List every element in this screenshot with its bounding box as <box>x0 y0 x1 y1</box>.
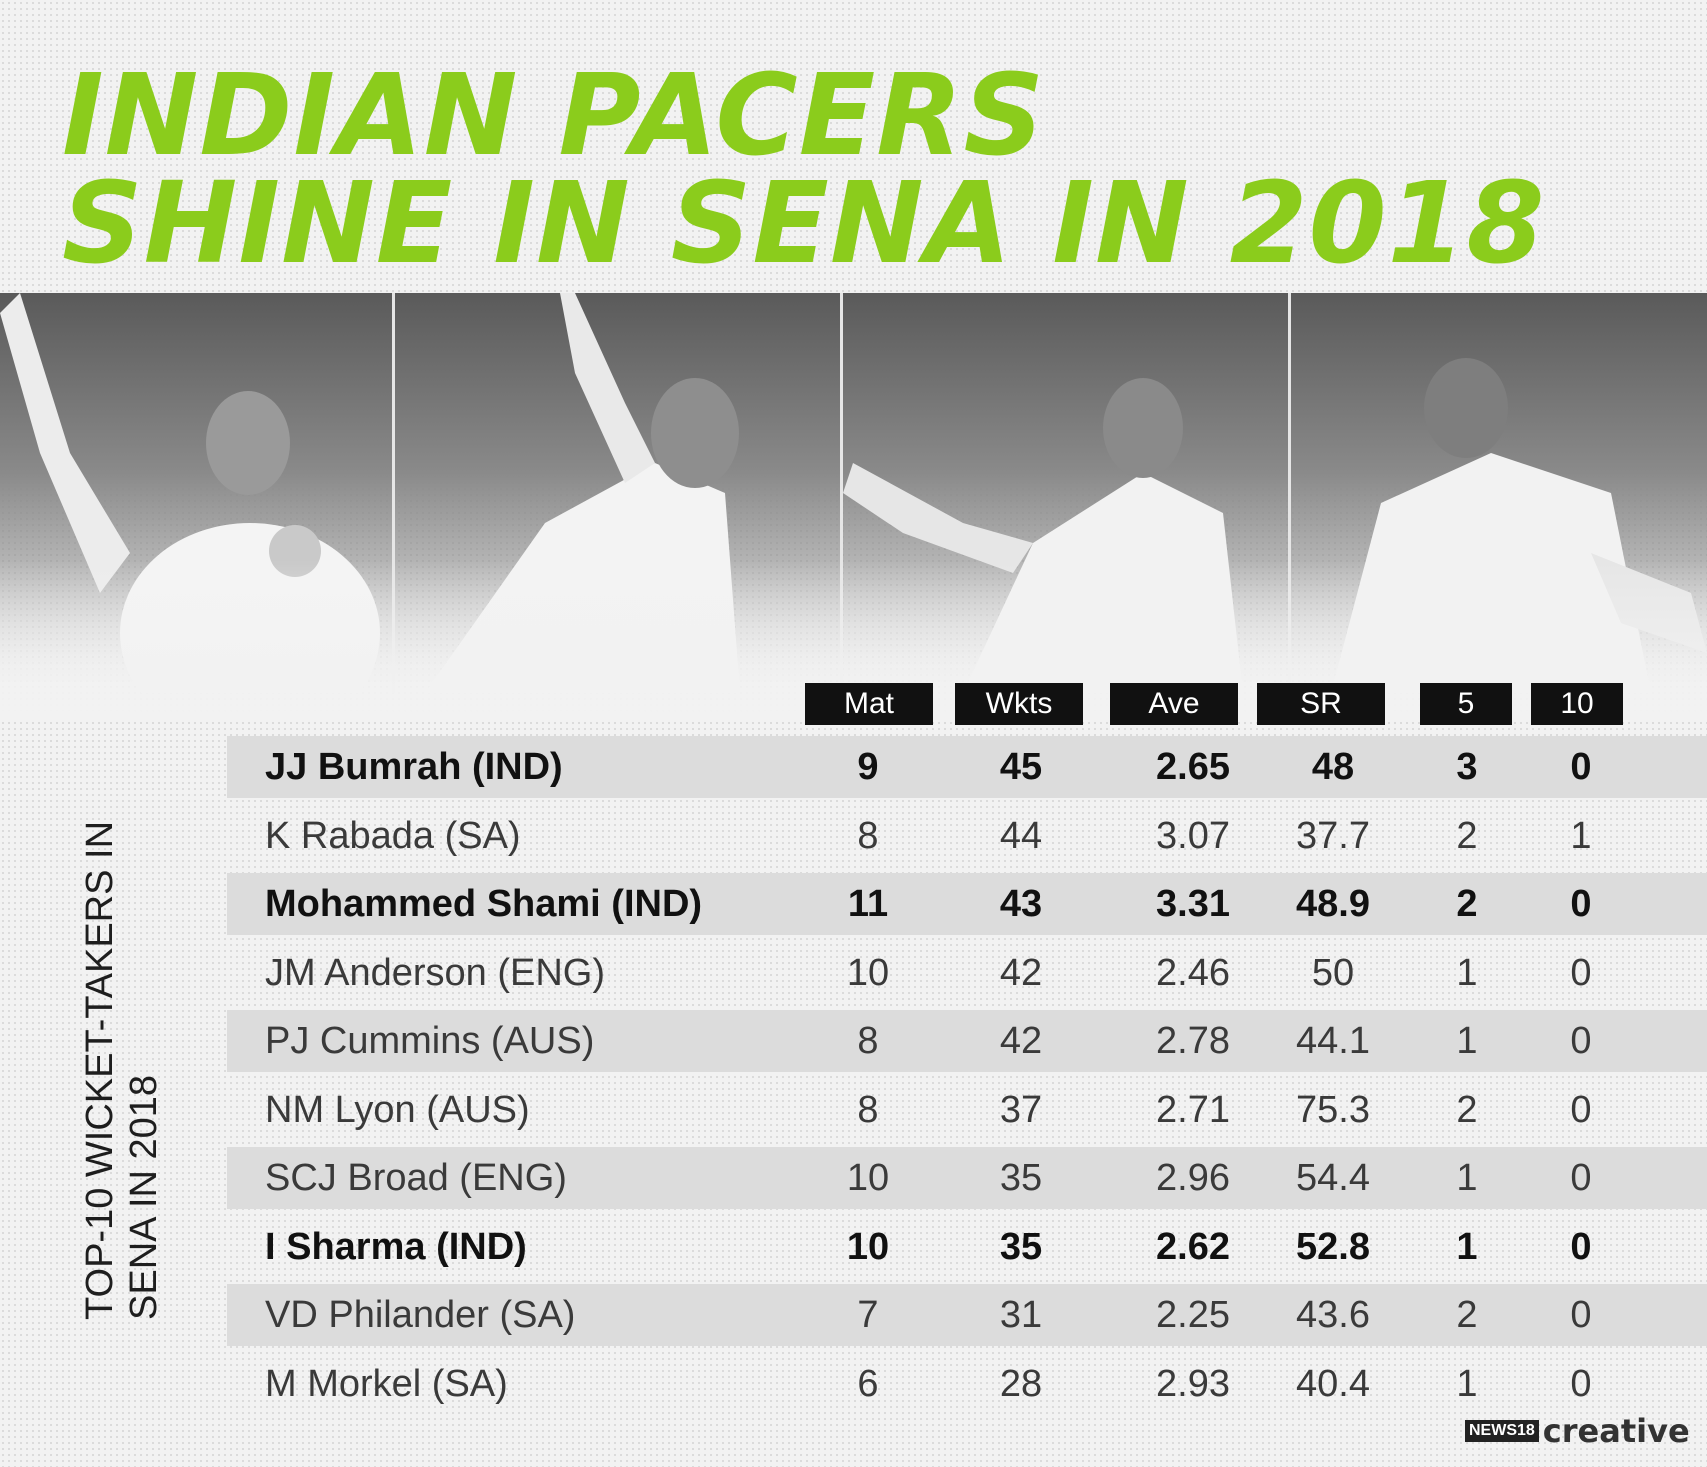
cell-sr: 37.7 <box>1296 814 1370 857</box>
cell-10w: 0 <box>1570 1157 1592 1199</box>
cell-10w: 0 <box>1570 1088 1592 1131</box>
cell-wkts: 35 <box>999 1157 1043 1199</box>
cell-mat: 10 <box>846 1157 890 1199</box>
cell-ave: 2.93 <box>1156 1362 1230 1405</box>
cell-5w: 3 <box>1456 746 1478 788</box>
table-row: JM Anderson (ENG) 10 42 2.46 50 1 0 <box>227 942 1707 1004</box>
title-line-2: SHINE IN SENA IN 2018 <box>62 159 1546 289</box>
cell-sr: 44.1 <box>1296 1020 1370 1062</box>
cell-ave: 2.71 <box>1156 1088 1230 1131</box>
cell-sr: 75.3 <box>1296 1088 1370 1131</box>
cell-10w: 0 <box>1570 746 1592 788</box>
side-label-line-1: TOP-10 WICKET-TAKERS IN <box>79 820 121 1320</box>
cell-wkts: 28 <box>999 1362 1043 1405</box>
cell-5w: 1 <box>1456 1362 1478 1405</box>
cell-5w: 1 <box>1456 1020 1478 1062</box>
logo-suffix: creative <box>1542 1412 1690 1450</box>
cell-10w: 0 <box>1570 1362 1592 1405</box>
cell-mat: 9 <box>857 746 879 788</box>
cell-wkts: 43 <box>999 883 1043 925</box>
cell-mat: 7 <box>857 1294 879 1336</box>
table-row: SCJ Broad (ENG) 10 35 2.96 54.4 1 0 <box>227 1147 1707 1209</box>
cell-10w: 0 <box>1570 1020 1592 1062</box>
side-label: TOP-10 WICKET-TAKERS IN SENA IN 2018 <box>78 821 166 1320</box>
cell-sr: 43.6 <box>1296 1294 1370 1336</box>
cell-wkts: 31 <box>999 1294 1043 1336</box>
table-row: Mohammed Shami (IND) 11 43 3.31 48.9 2 0 <box>227 873 1707 935</box>
cell-wkts: 42 <box>999 951 1043 994</box>
cell-wkts: 37 <box>999 1088 1043 1131</box>
table-row: M Morkel (SA) 6 28 2.93 40.4 1 0 <box>227 1353 1707 1415</box>
column-header-wkts: Wkts <box>955 683 1083 725</box>
player-name: M Morkel (SA) <box>265 1362 508 1405</box>
cell-sr: 52.8 <box>1296 1225 1370 1268</box>
cell-ave: 3.31 <box>1156 883 1230 925</box>
cell-ave: 2.96 <box>1156 1157 1230 1199</box>
cell-mat: 11 <box>847 883 889 925</box>
player-name: SCJ Broad (ENG) <box>265 1157 567 1199</box>
cell-ave: 3.07 <box>1156 814 1230 857</box>
cell-sr: 50 <box>1311 951 1355 994</box>
cell-ave: 2.25 <box>1156 1294 1230 1336</box>
cell-mat: 8 <box>857 1088 879 1131</box>
cell-sr: 48 <box>1311 746 1355 788</box>
cell-5w: 2 <box>1456 1088 1478 1131</box>
cell-sr: 40.4 <box>1296 1362 1370 1405</box>
cell-mat: 8 <box>857 1020 879 1062</box>
table-row: VD Philander (SA) 7 31 2.25 43.6 2 0 <box>227 1284 1707 1346</box>
table-row: JJ Bumrah (IND) 9 45 2.65 48 3 0 <box>227 736 1707 798</box>
table-row: I Sharma (IND) 10 35 2.62 52.8 1 0 <box>227 1216 1707 1278</box>
player-name: PJ Cummins (AUS) <box>265 1020 595 1062</box>
column-header-5w: 5 <box>1420 683 1512 725</box>
table-row: PJ Cummins (AUS) 8 42 2.78 44.1 1 0 <box>227 1010 1707 1072</box>
table-row: K Rabada (SA) 8 44 3.07 37.7 2 1 <box>227 805 1707 867</box>
player-name: JJ Bumrah (IND) <box>265 746 563 788</box>
cell-mat: 10 <box>846 951 890 994</box>
cell-ave: 2.65 <box>1156 746 1230 788</box>
cell-10w: 0 <box>1570 883 1592 925</box>
cell-mat: 6 <box>857 1362 879 1405</box>
cell-ave: 2.78 <box>1156 1020 1230 1062</box>
column-header-ave: Ave <box>1110 683 1238 725</box>
cell-mat: 8 <box>857 814 879 857</box>
cell-wkts: 42 <box>999 1020 1043 1062</box>
logo-brand: NEWS18 <box>1465 1420 1539 1442</box>
column-header-sr: SR <box>1257 683 1385 725</box>
player-name: NM Lyon (AUS) <box>265 1088 530 1131</box>
cell-wkts: 45 <box>999 746 1043 788</box>
cell-5w: 2 <box>1456 1294 1478 1336</box>
player-name: JM Anderson (ENG) <box>265 951 605 994</box>
cell-sr: 48.9 <box>1296 883 1370 925</box>
cell-10w: 0 <box>1570 1294 1592 1336</box>
column-header-mat: Mat <box>805 683 933 725</box>
cell-wkts: 35 <box>999 1225 1043 1268</box>
table-row: NM Lyon (AUS) 8 37 2.71 75.3 2 0 <box>227 1079 1707 1141</box>
cell-5w: 1 <box>1456 1157 1478 1199</box>
player-name: Mohammed Shami (IND) <box>265 883 703 925</box>
infographic-title: INDIAN PACERS SHINE IN SENA IN 2018 <box>62 51 1546 289</box>
cell-mat: 10 <box>846 1225 890 1268</box>
news18-creative-logo: NEWS18 creative <box>1465 1412 1690 1452</box>
side-label-line-2: SENA IN 2018 <box>123 1074 165 1320</box>
cell-5w: 2 <box>1456 814 1478 857</box>
column-header-10w: 10 <box>1531 683 1623 725</box>
cell-5w: 1 <box>1456 1225 1478 1268</box>
cell-10w: 1 <box>1570 814 1592 857</box>
player-name: VD Philander (SA) <box>265 1294 576 1336</box>
cell-10w: 0 <box>1570 951 1592 994</box>
cell-ave: 2.62 <box>1156 1225 1230 1268</box>
cell-5w: 1 <box>1456 951 1478 994</box>
cell-sr: 54.4 <box>1296 1157 1370 1199</box>
player-name: K Rabada (SA) <box>265 814 521 857</box>
title-line-1: INDIAN PACERS <box>62 51 1046 181</box>
cell-wkts: 44 <box>999 814 1043 857</box>
cell-10w: 0 <box>1570 1225 1592 1268</box>
cell-5w: 2 <box>1456 883 1478 925</box>
player-name: I Sharma (IND) <box>265 1225 527 1268</box>
cell-ave: 2.46 <box>1156 951 1230 994</box>
